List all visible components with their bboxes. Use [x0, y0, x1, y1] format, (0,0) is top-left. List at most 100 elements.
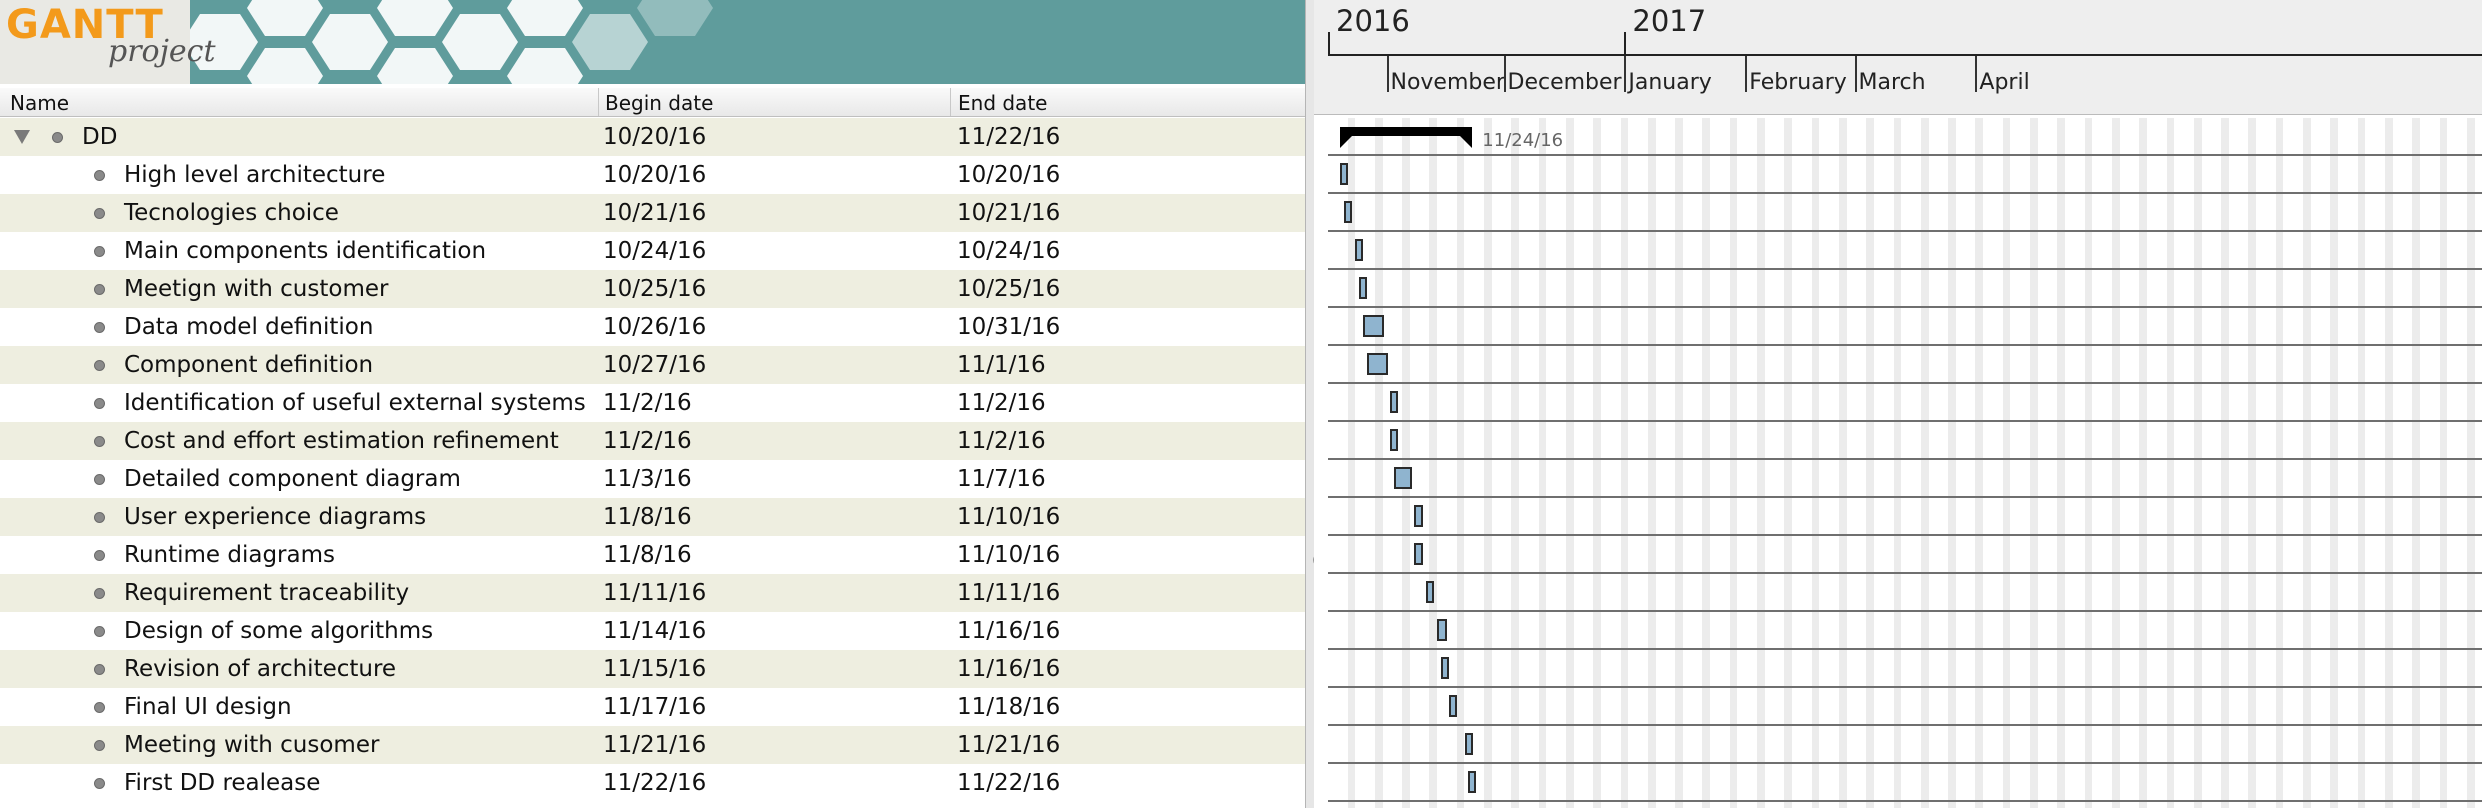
task-row[interactable]: High level architecture 10/20/16 10/20/16 — [0, 156, 1305, 194]
task-bar[interactable] — [1355, 239, 1364, 261]
task-end-date[interactable]: 10/20/16 — [957, 162, 1061, 188]
task-row[interactable]: Tecnologies choice 10/21/16 10/21/16 — [0, 194, 1305, 232]
task-begin-date[interactable]: 11/11/16 — [603, 580, 707, 606]
task-row[interactable]: Requirement traceability 11/11/16 11/11/16 — [0, 574, 1305, 612]
task-bar[interactable] — [1441, 657, 1450, 679]
weekend-column — [1593, 118, 1601, 808]
task-begin-date[interactable]: 10/21/16 — [603, 200, 707, 226]
task-name[interactable]: Requirement traceability — [124, 580, 410, 606]
task-begin-date[interactable]: 11/15/16 — [603, 656, 707, 682]
task-begin-date[interactable]: 10/26/16 — [603, 314, 707, 340]
task-end-date[interactable]: 11/1/16 — [957, 352, 1046, 378]
task-bar[interactable] — [1464, 733, 1473, 755]
task-bar[interactable] — [1425, 581, 1434, 603]
task-end-date[interactable]: 11/10/16 — [957, 504, 1061, 530]
task-end-date[interactable]: 11/16/16 — [957, 656, 1061, 682]
month-label: February — [1749, 70, 1847, 95]
task-name[interactable]: Component definition — [124, 352, 374, 378]
task-name[interactable]: Revision of architecture — [124, 656, 397, 682]
gantt-chart-panel[interactable]: 2016 2017 November December January February M… — [1314, 0, 2482, 808]
task-name[interactable]: Identification of useful external system… — [124, 390, 586, 416]
task-end-date[interactable]: 10/24/16 — [957, 238, 1061, 264]
task-end-date[interactable]: 10/31/16 — [957, 314, 1061, 340]
task-row-summary[interactable]: DD 10/20/16 11/22/16 — [0, 118, 1305, 156]
column-header-end-date[interactable]: End date — [958, 91, 1048, 115]
task-begin-date[interactable]: 11/22/16 — [603, 770, 707, 796]
collapse-triangle-icon[interactable] — [14, 130, 30, 144]
task-row[interactable]: Data model definition 10/26/16 10/31/16 — [0, 308, 1305, 346]
task-row[interactable]: Runtime diagrams 11/8/16 11/10/16 — [0, 536, 1305, 574]
task-name[interactable]: Data model definition — [124, 314, 374, 340]
task-row[interactable]: First DD realease 11/22/16 11/22/16 — [0, 764, 1305, 802]
task-end-date[interactable]: 11/21/16 — [957, 732, 1061, 758]
column-divider[interactable] — [598, 88, 599, 116]
task-bar[interactable] — [1448, 695, 1457, 717]
task-end-date[interactable]: 11/22/16 — [957, 124, 1061, 150]
task-bar[interactable] — [1437, 619, 1447, 641]
task-end-date[interactable]: 11/18/16 — [957, 694, 1061, 720]
month-tick — [1745, 56, 1748, 92]
task-name[interactable]: Meetign with customer — [124, 276, 389, 302]
task-end-date[interactable]: 11/2/16 — [957, 428, 1046, 454]
task-begin-date[interactable]: 10/20/16 — [603, 162, 707, 188]
task-name[interactable]: Design of some algorithms — [124, 618, 434, 644]
task-begin-date[interactable]: 11/2/16 — [603, 428, 692, 454]
task-bar[interactable] — [1468, 771, 1477, 793]
task-row[interactable]: Final UI design 11/17/16 11/18/16 — [0, 688, 1305, 726]
task-name[interactable]: Meeting with cusomer — [124, 732, 380, 758]
task-begin-date[interactable]: 10/27/16 — [603, 352, 707, 378]
task-bar[interactable] — [1394, 467, 1412, 489]
task-bar[interactable] — [1359, 277, 1368, 299]
task-name[interactable]: Detailed component diagram — [124, 466, 461, 492]
gantt-chart-area[interactable]: 11/24/16 — [1314, 118, 2482, 808]
task-bar[interactable] — [1367, 353, 1389, 375]
task-row[interactable]: Meeting with cusomer 11/21/16 11/21/16 — [0, 726, 1305, 764]
column-header-name[interactable]: Name — [10, 91, 70, 115]
task-row[interactable]: Main components identification 10/24/16 10… — [0, 232, 1305, 270]
task-begin-date[interactable]: 11/8/16 — [603, 504, 692, 530]
task-begin-date[interactable]: 11/14/16 — [603, 618, 707, 644]
task-name[interactable]: Cost and effort estimation refinement — [124, 428, 559, 454]
task-name[interactable]: Runtime diagrams — [124, 542, 335, 568]
task-name[interactable]: DD — [82, 124, 118, 150]
task-bar[interactable] — [1390, 391, 1399, 413]
task-bar[interactable] — [1413, 543, 1424, 565]
task-bar[interactable] — [1363, 315, 1385, 337]
task-bar[interactable] — [1413, 505, 1424, 527]
task-bar[interactable] — [1343, 201, 1352, 223]
task-row[interactable]: Meetign with customer 10/25/16 10/25/16 — [0, 270, 1305, 308]
task-row[interactable]: Design of some algorithms 11/14/16 11/16/1… — [0, 612, 1305, 650]
task-begin-date[interactable]: 10/25/16 — [603, 276, 707, 302]
task-row[interactable]: Cost and effort estimation refinement 11/… — [0, 422, 1305, 460]
task-end-date[interactable]: 10/25/16 — [957, 276, 1061, 302]
task-end-date[interactable]: 10/21/16 — [957, 200, 1061, 226]
task-end-date[interactable]: 11/22/16 — [957, 770, 1061, 796]
task-name[interactable]: Main components identification — [124, 238, 487, 264]
task-end-date[interactable]: 11/11/16 — [957, 580, 1061, 606]
task-row[interactable]: Identification of useful external system… — [0, 384, 1305, 422]
task-row[interactable]: Detailed component diagram 11/3/16 11/7/16 — [0, 460, 1305, 498]
column-divider[interactable] — [950, 88, 951, 116]
task-name[interactable]: First DD realease — [124, 770, 321, 796]
task-end-date[interactable]: 11/2/16 — [957, 390, 1046, 416]
task-bar[interactable] — [1390, 429, 1399, 451]
column-header-begin-date[interactable]: Begin date — [605, 91, 714, 115]
task-end-date[interactable]: 11/16/16 — [957, 618, 1061, 644]
task-end-date[interactable]: 11/10/16 — [957, 542, 1061, 568]
task-name[interactable]: Tecnologies choice — [124, 200, 339, 226]
task-name[interactable]: Final UI design — [124, 694, 292, 720]
task-name[interactable]: User experience diagrams — [124, 504, 427, 530]
task-row[interactable]: Component definition 10/27/16 11/1/16 — [0, 346, 1305, 384]
task-begin-date[interactable]: 11/17/16 — [603, 694, 707, 720]
task-row[interactable]: User experience diagrams 11/8/16 11/10/16 — [0, 498, 1305, 536]
task-row[interactable]: Revision of architecture 11/15/16 11/16/16 — [0, 650, 1305, 688]
task-bar[interactable] — [1339, 163, 1348, 185]
task-begin-date[interactable]: 11/21/16 — [603, 732, 707, 758]
task-end-date[interactable]: 11/7/16 — [957, 466, 1046, 492]
task-begin-date[interactable]: 11/2/16 — [603, 390, 692, 416]
task-begin-date[interactable]: 10/20/16 — [603, 124, 707, 150]
task-begin-date[interactable]: 11/3/16 — [603, 466, 692, 492]
task-begin-date[interactable]: 10/24/16 — [603, 238, 707, 264]
task-name[interactable]: High level architecture — [124, 162, 386, 188]
task-begin-date[interactable]: 11/8/16 — [603, 542, 692, 568]
